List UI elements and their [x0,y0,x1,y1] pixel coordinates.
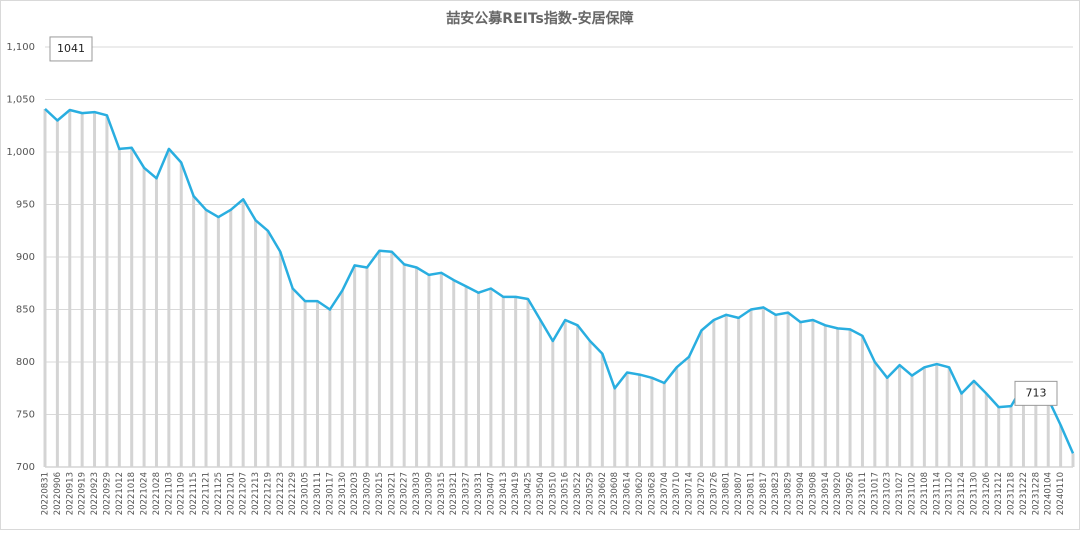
x-tick-label: 20231027 [895,472,905,515]
x-tick-label: 20230221 [387,472,397,515]
x-tick-label: 20230510 [548,472,558,515]
x-tick-label: 20231114 [932,472,942,515]
x-tick-label: 20230111 [313,472,323,515]
x-tick-label: 20221219 [263,472,273,515]
y-tick-label: 950 [16,200,35,211]
x-tick-label: 20230413 [499,472,509,515]
value-label-box [49,36,93,62]
x-tick-label: 20230620 [635,472,645,515]
y-tick-label: 750 [16,410,35,421]
x-tick-label: 20221018 [127,472,137,515]
x-tick-label: 20230920 [833,472,843,515]
value-label: 1041 [57,42,85,55]
x-tick-label: 20230303 [412,472,422,515]
x-tick-label: 20230309 [424,472,434,515]
x-tick-label: 20220831 [41,472,51,515]
x-tick-label: 20230720 [697,472,707,515]
x-tick-label: 20230504 [536,472,546,515]
x-tick-label: 20231011 [858,472,868,515]
x-tick-label: 20220929 [102,472,112,515]
x-tick-label: 20230117 [325,472,335,515]
x-tick-label: 20221024 [140,472,150,515]
chart-title: 喆安公募REITs指数-安居保障 [446,10,633,27]
x-tick-label: 20230811 [746,472,756,515]
x-tick-label: 20230522 [573,472,583,515]
y-tick-label: 1,100 [6,42,35,53]
x-tick-label: 20230130 [338,472,348,515]
x-tick-label: 20221207 [239,472,249,515]
x-tick-label: 20230614 [623,472,633,515]
x-tick-label: 20231108 [920,472,930,515]
x-tick-label: 20230227 [400,472,410,515]
x-tick-label: 20231228 [1031,472,1041,515]
x-tick-label: 20230321 [449,472,459,515]
x-tick-label: 20221229 [288,472,298,515]
y-tick-label: 800 [16,357,35,368]
series-line [44,107,1075,454]
x-tick-label: 20221213 [251,472,261,515]
x-tick-label: 20240104 [1044,472,1054,515]
x-tick-label: 20220906 [53,472,63,515]
x-tick-label: 20230327 [462,472,472,515]
x-tick-label: 20230628 [647,472,657,515]
x-tick-label: 20230801 [722,472,732,515]
x-tick-label: 20231017 [870,472,880,515]
x-tick-label: 20230726 [709,472,719,515]
x-tick-label: 20231120 [945,472,955,515]
x-tick-label: 20230331 [474,472,484,515]
x-tick-label: 20231130 [969,472,979,515]
x-tick-label: 20230315 [437,472,447,515]
x-tick-label: 20230602 [598,472,608,515]
y-tick-label: 1,000 [6,147,35,158]
x-tick-label: 20230908 [808,472,818,515]
x-tick-label: 20231222 [1019,472,1029,515]
x-tick-label: 20230419 [511,472,521,515]
x-tick-label: 20230926 [846,472,856,515]
x-tick-label: 20230714 [685,472,695,515]
x-tick-label: 20230817 [759,472,769,515]
x-tick-label: 20220923 [90,472,100,515]
x-tick-label: 20230608 [610,472,620,515]
x-tick-label: 20230105 [301,472,311,515]
x-tick-label: 20221109 [177,472,187,515]
x-tick-label: 20230407 [486,472,496,515]
x-tick-label: 20231218 [1007,472,1017,515]
x-tick-label: 20230529 [585,472,595,515]
x-tick-label: 20231206 [982,472,992,515]
x-tick-label: 20221121 [202,472,212,515]
x-tick-label: 20230203 [350,472,360,515]
x-tick-label: 20221125 [214,472,224,515]
x-tick-label: 20230829 [784,472,794,515]
x-tick-label: 20231212 [994,472,1004,515]
x-tick-label: 20230823 [771,472,781,515]
x-tick-label: 20230209 [363,472,373,515]
y-tick-label: 1,050 [6,95,35,106]
x-tick-label: 20231102 [907,472,917,515]
x-tick-label: 20221223 [276,472,286,515]
x-tick-label: 20220919 [78,472,88,515]
x-tick-label: 20230516 [561,472,571,515]
x-tick-label: 20230425 [524,472,534,515]
x-tick-label: 20221028 [152,472,162,515]
y-tick-label: 700 [16,462,35,473]
value-label: 713 [1026,386,1047,399]
x-tick-label: 20221012 [115,472,125,515]
x-tick-label: 20230914 [821,472,831,515]
x-tick-label: 20231023 [883,472,893,515]
y-tick-label: 900 [16,252,35,263]
x-tick-label: 20221103 [164,472,174,515]
x-tick-label: 20230807 [734,472,744,515]
x-tick-label: 20240110 [1056,472,1066,515]
x-tick-label: 20221115 [189,472,199,515]
y-tick-label: 850 [16,305,35,316]
value-label-box [1014,380,1058,406]
x-tick-label: 20230704 [660,472,670,515]
x-tick-label: 20230710 [672,472,682,515]
x-tick-label: 20231124 [957,472,967,515]
x-tick-label: 20221201 [226,472,236,515]
x-tick-label: 20220913 [65,472,75,515]
x-tick-label: 20230904 [796,472,806,515]
x-tick-label: 20230215 [375,472,385,515]
